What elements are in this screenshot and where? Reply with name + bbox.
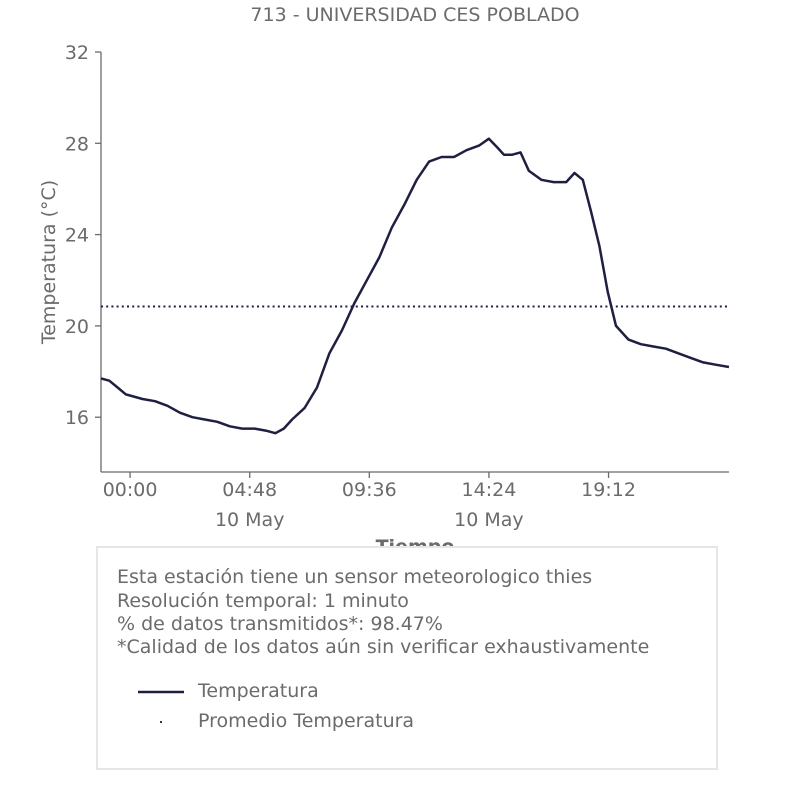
chart-title: 713 - UNIVERSIDAD CES POBLADO [250, 4, 579, 26]
x-tick-label: 00:00 [103, 479, 158, 501]
legend-label-promedio: Promedio Temperatura [198, 710, 415, 732]
series-layer [100, 137, 730, 435]
y-tick-label: 28 [65, 133, 89, 155]
x-tick-sublabel: 10 May [215, 509, 285, 531]
x-axis: 00:00 04:48 10 May 09:36 14:24 10 May 19:12 [101, 471, 729, 531]
y-tick-label: 24 [65, 225, 89, 247]
y-tick-label: 16 [65, 407, 89, 429]
y-tick-label: 20 [65, 316, 89, 338]
x-tick-label: 19:12 [581, 479, 636, 501]
station-sensor-text: Esta estación tiene un sensor meteorolog… [117, 566, 593, 588]
x-tick-sublabel: 10 May [454, 509, 524, 531]
legend-line-dotted [159, 720, 163, 724]
x-tick-label: 14:24 [462, 479, 517, 501]
quality-note-text: *Calidad de los datos aún sin verificar … [117, 636, 650, 658]
x-tick-label: 09:36 [342, 479, 397, 501]
y-tick-label: 32 [65, 42, 89, 64]
y-axis-label: Temperatura (°C) [38, 180, 60, 345]
info-box: Esta estación tiene un sensor meteorolog… [96, 546, 718, 770]
y-axis: 16 20 24 28 32 [65, 42, 102, 472]
legend-label-temperatura: Temperatura [198, 680, 319, 702]
transmitted-data-text: % de datos transmitidos*: 98.47% [117, 613, 443, 635]
x-tick-label: 04:48 [222, 479, 277, 501]
series-line-temperatura [100, 137, 730, 435]
resolution-text: Resolución temporal: 1 minuto [117, 590, 409, 612]
legend-line-solid [138, 690, 184, 694]
